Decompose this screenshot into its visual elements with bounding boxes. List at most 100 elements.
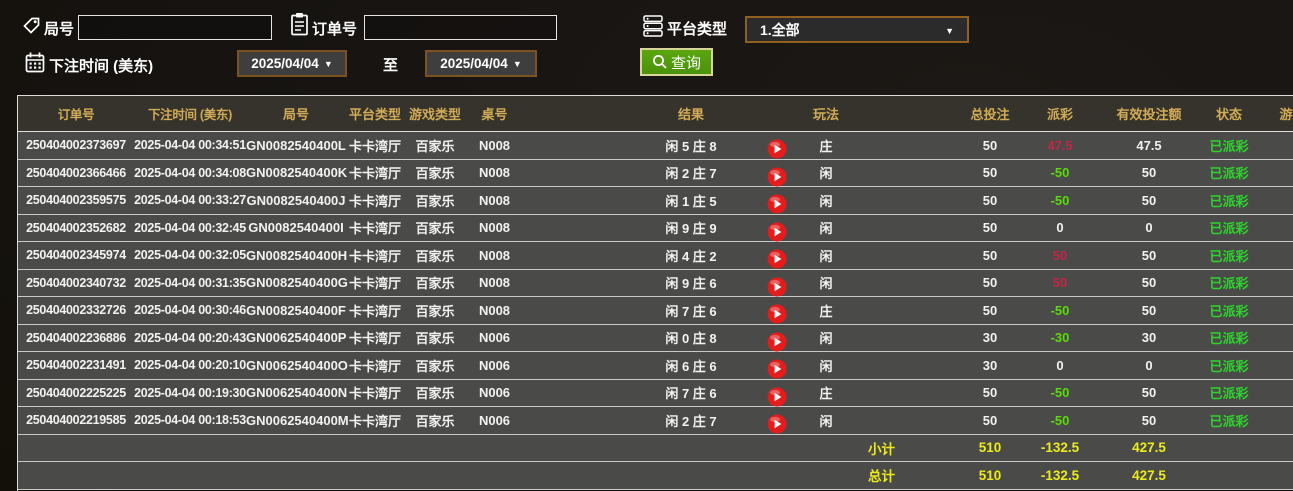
date-to-picker[interactable]: 2025/04/04 ▼ <box>425 50 537 77</box>
play-video-button[interactable] <box>767 359 787 379</box>
play-video-button[interactable] <box>767 387 787 407</box>
play-video-button[interactable] <box>767 222 787 242</box>
cell-payout: -30 <box>1050 330 1070 346</box>
cell-payout: -50 <box>1050 192 1070 208</box>
result-text: 闲 5 庄 8 <box>665 138 717 154</box>
cell-table_no: N006 <box>478 385 511 401</box>
column-header-payout: 派彩 <box>1046 107 1073 122</box>
result-text: 闲 4 庄 2 <box>665 248 717 264</box>
cell-platform: 卡卡湾厅 <box>348 221 401 237</box>
cell-round_no: GN0082540400I <box>248 220 344 236</box>
tag-icon <box>22 16 41 35</box>
column-header-platform: 平台类型 <box>348 107 401 122</box>
cell-total_bet: 30 <box>982 330 998 346</box>
cell-payout: 0 <box>1056 357 1064 373</box>
cell-table_no: N006 <box>478 412 511 428</box>
column-header-play_type: 玩法 <box>812 107 839 122</box>
cell-game_type: 百家乐 <box>415 221 455 237</box>
cell-game_type: 百家乐 <box>415 138 455 154</box>
platform-type-select[interactable]: 1.全部 ▼ <box>745 16 969 43</box>
total-label: 总计 <box>868 469 895 485</box>
cell-valid_bet: 50 <box>1141 192 1157 208</box>
result-text: 闲 9 庄 6 <box>665 276 717 292</box>
cell-play_type: 闲 <box>819 248 833 264</box>
cell-valid_bet: 50 <box>1141 385 1157 401</box>
cell-result: 闲 4 庄 2 <box>523 246 787 269</box>
round-no-label: 局号 <box>44 21 75 38</box>
cell-result: 闲 5 庄 8 <box>523 136 787 159</box>
table-row: 250404002340732 2025-04-04 00:31:35 GN0082… <box>18 269 1293 297</box>
play-video-button[interactable] <box>767 139 787 159</box>
cell-payout: 50 <box>1052 247 1068 263</box>
result-text: 闲 7 庄 6 <box>665 303 717 319</box>
order-no-input[interactable] <box>364 15 557 40</box>
cell-game_type: 百家乐 <box>415 193 455 209</box>
cell-game_type: 百家乐 <box>415 166 455 182</box>
result-text: 闲 9 庄 9 <box>665 221 717 237</box>
play-video-button[interactable] <box>767 249 787 269</box>
cell-round_no: GN0062540400M <box>246 412 349 428</box>
cell-total_bet: 50 <box>982 247 998 263</box>
column-header-game_type: 游戏类型 <box>408 107 461 122</box>
cell-round_no: GN0062540400N <box>246 385 348 401</box>
play-video-button[interactable] <box>767 414 787 434</box>
result-text: 闲 7 庄 6 <box>665 386 717 402</box>
search-button[interactable]: 查询 <box>640 48 713 76</box>
cell-play_type: 庄 <box>819 303 833 319</box>
cell-status: 已派彩 <box>1209 276 1249 292</box>
cell-bet_time: 2025-04-04 00:32:45 <box>134 220 246 235</box>
cell-valid_bet: 0 <box>1145 357 1153 373</box>
cell-order_no: 250404002345974 <box>26 248 126 263</box>
cell-platform: 卡卡湾厅 <box>348 386 401 402</box>
table-row: 250404002373697 2025-04-04 00:34:51 GN0082… <box>18 132 1293 160</box>
cell-game_type: 百家乐 <box>415 358 455 374</box>
date-from-picker[interactable]: 2025/04/04 ▼ <box>237 50 347 77</box>
grand-total-row: 总计 510 -132.5 427.5 <box>18 462 1293 490</box>
cell-play_type: 闲 <box>819 221 833 237</box>
cell-order_no: 250404002340732 <box>26 275 126 290</box>
cell-status: 已派彩 <box>1209 221 1249 237</box>
cell-total_bet: 50 <box>982 192 998 208</box>
result-text: 闲 2 庄 7 <box>665 413 717 429</box>
cell-status: 已派彩 <box>1209 166 1249 182</box>
cell-result: 闲 6 庄 6 <box>523 356 787 379</box>
column-header-status: 状态 <box>1215 107 1242 122</box>
cell-payout: 0 <box>1056 220 1064 236</box>
cell-status: 已派彩 <box>1209 193 1249 209</box>
round-no-input[interactable] <box>78 15 272 40</box>
chevron-down-icon: ▼ <box>945 26 954 36</box>
table-row: 250404002332726 2025-04-04 00:30:46 GN0082… <box>18 297 1293 325</box>
cell-result: 闲 9 庄 9 <box>523 218 787 242</box>
cell-total_bet: 50 <box>982 220 998 236</box>
cell-play_type: 闲 <box>819 166 833 182</box>
cell-total_bet: 50 <box>982 302 998 318</box>
cell-payout: -50 <box>1050 302 1070 318</box>
cell-order_no: 250404002219585 <box>26 413 126 428</box>
cell-table_no: N008 <box>478 275 511 291</box>
cell-status: 已派彩 <box>1209 358 1249 374</box>
play-video-button[interactable] <box>767 277 787 297</box>
cell-table_no: N008 <box>478 220 511 236</box>
cell-valid_bet: 50 <box>1141 302 1157 318</box>
table-body: 250404002373697 2025-04-04 00:34:51 GN0082… <box>18 132 1293 490</box>
cell-total_bet: 30 <box>982 357 998 373</box>
cell-table_no: N008 <box>478 192 511 208</box>
cell-valid_bet: 50 <box>1141 412 1157 428</box>
play-video-button[interactable] <box>767 167 787 187</box>
cell-play_type: 庄 <box>819 386 833 402</box>
cell-platform: 卡卡湾厅 <box>348 358 401 374</box>
table-row: 250404002359575 2025-04-04 00:33:27 GN0082… <box>18 187 1293 215</box>
cell-play_type: 庄 <box>819 138 833 154</box>
play-video-button[interactable] <box>767 332 787 352</box>
play-video-button[interactable] <box>767 304 787 324</box>
cell-round_no: GN0062540400O <box>246 357 348 373</box>
cell-order_no: 250404002236886 <box>26 330 126 345</box>
cell-game_type: 百家乐 <box>415 331 455 347</box>
cell-result: 闲 7 庄 6 <box>523 383 787 407</box>
date-from-value: 2025/04/04 <box>251 56 319 71</box>
cell-bet_time: 2025-04-04 00:18:53 <box>134 413 246 428</box>
cell-valid_bet: 0 <box>1145 220 1153 236</box>
play-video-button[interactable] <box>767 194 787 214</box>
cell-status: 已派彩 <box>1209 331 1249 347</box>
